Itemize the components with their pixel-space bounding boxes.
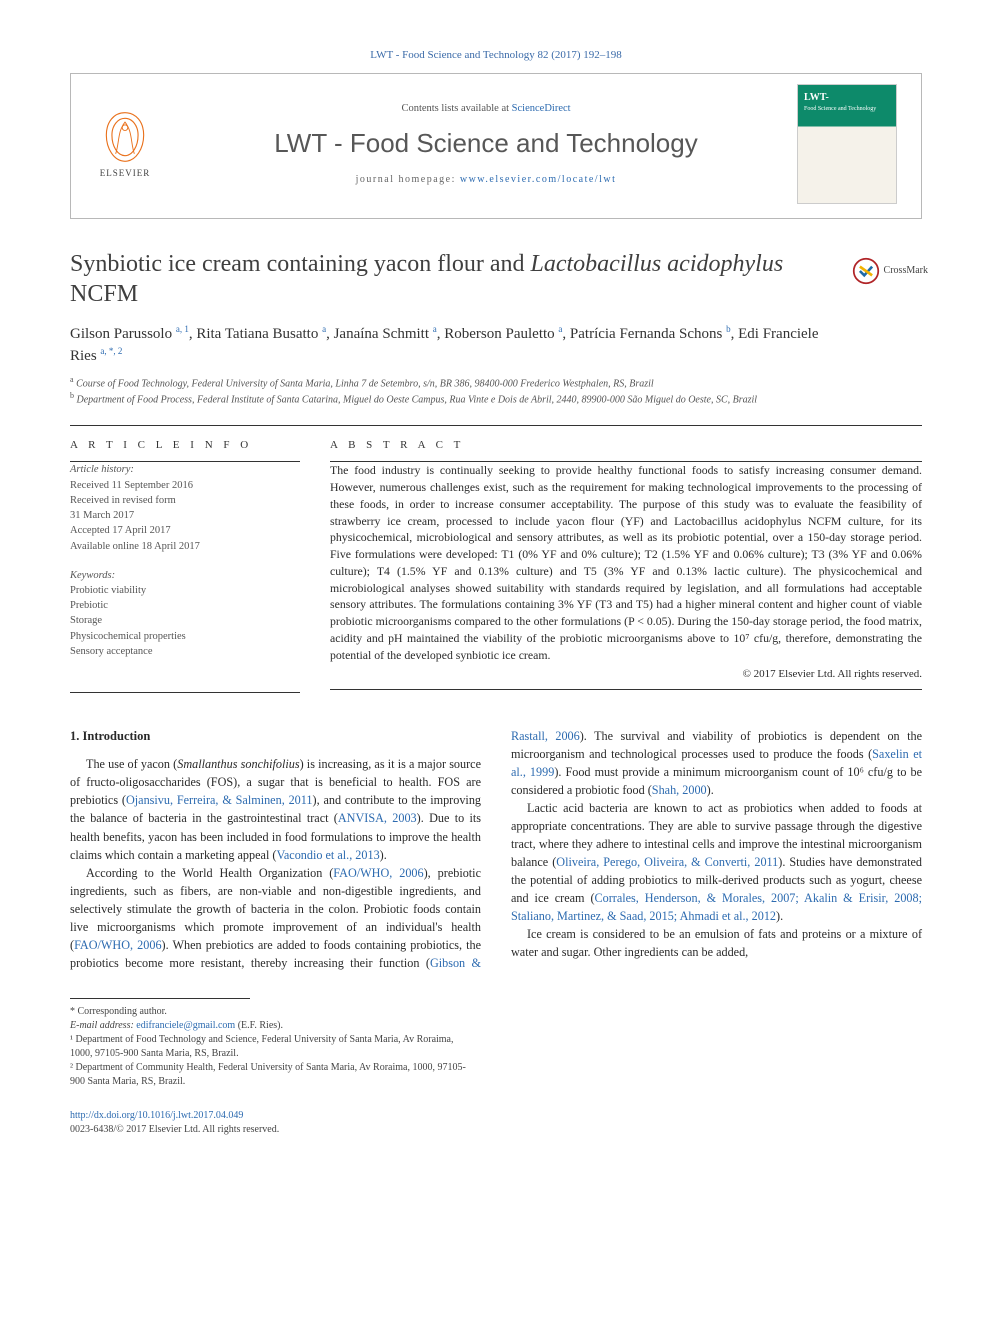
contents-prefix: Contents lists available at — [401, 103, 511, 114]
history-line: Received 11 September 2016 — [70, 478, 300, 493]
journal-homepage-link[interactable]: www.elsevier.com/locate/lwt — [460, 174, 616, 185]
ref-link[interactable]: FAO/WHO, 2006 — [333, 866, 423, 880]
footnote-rule — [70, 998, 250, 999]
intro-para-1: The use of yacon (Smallanthus sonchifoli… — [70, 755, 481, 863]
abstract-copyright: © 2017 Elsevier Ltd. All rights reserved… — [330, 667, 922, 682]
journal-name: LWT - Food Science and Technology — [191, 125, 781, 161]
keyword: Probiotic viability — [70, 583, 300, 598]
body-two-column: 1. Introduction The use of yacon (Smalla… — [70, 727, 922, 972]
history-line: Received in revised form — [70, 493, 300, 508]
article-history: Article history: Received 11 September 2… — [70, 462, 300, 553]
keyword: Sensory acceptance — [70, 644, 300, 659]
history-line: Accepted 17 April 2017 — [70, 523, 300, 538]
ref-link[interactable]: Oliveira, Perego, Oliveira, & Converti, … — [556, 855, 778, 869]
rule-abstract-bottom — [330, 689, 922, 690]
title-part-2: NCFM — [70, 281, 138, 307]
fn-1: ¹ Department of Food Technology and Scie… — [70, 1033, 470, 1061]
fn-email: E-mail address: edifranciele@gmail.com (… — [70, 1019, 470, 1033]
cover-sub: Food Science and Technology — [804, 105, 890, 113]
affiliation-b: b Department of Food Process, Federal In… — [70, 391, 900, 407]
ref-link[interactable]: ANVISA, 2003 — [338, 811, 417, 825]
elsevier-logo: ELSEVIER — [85, 104, 165, 184]
affiliations: a Course of Food Technology, Federal Uni… — [70, 375, 900, 407]
ref-link[interactable]: Vacondio et al., 2013 — [276, 848, 379, 862]
keywords-block: Keywords: Probiotic viability Prebiotic … — [70, 568, 300, 659]
history-line: 31 March 2017 — [70, 508, 300, 523]
title-italic: Lactobacillus acidophylus — [531, 251, 784, 277]
keyword: Storage — [70, 613, 300, 628]
article-info-heading: A R T I C L E I N F O — [70, 438, 300, 453]
affiliation-a: a Course of Food Technology, Federal Uni… — [70, 375, 900, 391]
ref-link[interactable]: FAO/WHO, 2006 — [74, 938, 161, 952]
intro-para-3: Lactic acid bacteria are known to act as… — [511, 799, 922, 925]
abstract-heading: A B S T R A C T — [330, 438, 922, 453]
ref-link[interactable]: Shah, 2000 — [652, 783, 707, 797]
email-link[interactable]: edifranciele@gmail.com — [136, 1020, 235, 1031]
intro-para-4: Ice cream is considered to be an emulsio… — [511, 925, 922, 961]
article-title: Synbiotic ice cream containing yacon flo… — [70, 249, 790, 309]
keywords-label: Keywords: — [70, 568, 300, 583]
top-citation: LWT - Food Science and Technology 82 (20… — [70, 48, 922, 63]
rule-info-bottom — [70, 692, 300, 693]
history-line: Available online 18 April 2017 — [70, 539, 300, 554]
keyword: Prebiotic — [70, 598, 300, 613]
contents-available-line: Contents lists available at ScienceDirec… — [191, 102, 781, 117]
author-list: Gilson Parussolo a, 1, Rita Tatiana Busa… — [70, 323, 830, 367]
rule-top — [70, 425, 922, 426]
issn-copyright: 0023-6438/© 2017 Elsevier Ltd. All right… — [70, 1123, 922, 1137]
cover-label: LWT- — [804, 91, 890, 105]
article-info-column: A R T I C L E I N F O Article history: R… — [70, 432, 300, 690]
abstract-text: The food industry is continually seeking… — [330, 462, 922, 663]
keyword: Physicochemical properties — [70, 629, 300, 644]
title-part-1: Synbiotic ice cream containing yacon flo… — [70, 251, 531, 277]
sciencedirect-link[interactable]: ScienceDirect — [512, 103, 571, 114]
elsevier-label: ELSEVIER — [100, 167, 151, 180]
crossmark-label: CrossMark — [884, 264, 928, 278]
doi-block: http://dx.doi.org/10.1016/j.lwt.2017.04.… — [70, 1109, 922, 1137]
history-label: Article history: — [70, 462, 300, 477]
journal-homepage-line: journal homepage: www.elsevier.com/locat… — [191, 173, 781, 187]
doi-link[interactable]: http://dx.doi.org/10.1016/j.lwt.2017.04.… — [70, 1110, 243, 1121]
journal-cover-thumb: LWT- Food Science and Technology — [797, 84, 897, 204]
abstract-column: A B S T R A C T The food industry is con… — [330, 432, 922, 690]
ref-link[interactable]: Ojansivu, Ferreira, & Salminen, 2011 — [126, 793, 313, 807]
footnotes: * Corresponding author. E-mail address: … — [70, 1005, 470, 1089]
fn-corresponding: * Corresponding author. — [70, 1005, 470, 1019]
homepage-prefix: journal homepage: — [356, 174, 460, 185]
section-heading-intro: 1. Introduction — [70, 727, 481, 746]
journal-header-box: ELSEVIER Contents lists available at Sci… — [70, 73, 922, 219]
fn-2: ² Department of Community Health, Federa… — [70, 1061, 470, 1089]
crossmark-badge[interactable]: CrossMark — [852, 257, 928, 285]
